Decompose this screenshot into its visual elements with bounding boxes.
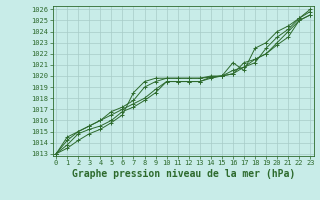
X-axis label: Graphe pression niveau de la mer (hPa): Graphe pression niveau de la mer (hPa): [72, 169, 295, 179]
